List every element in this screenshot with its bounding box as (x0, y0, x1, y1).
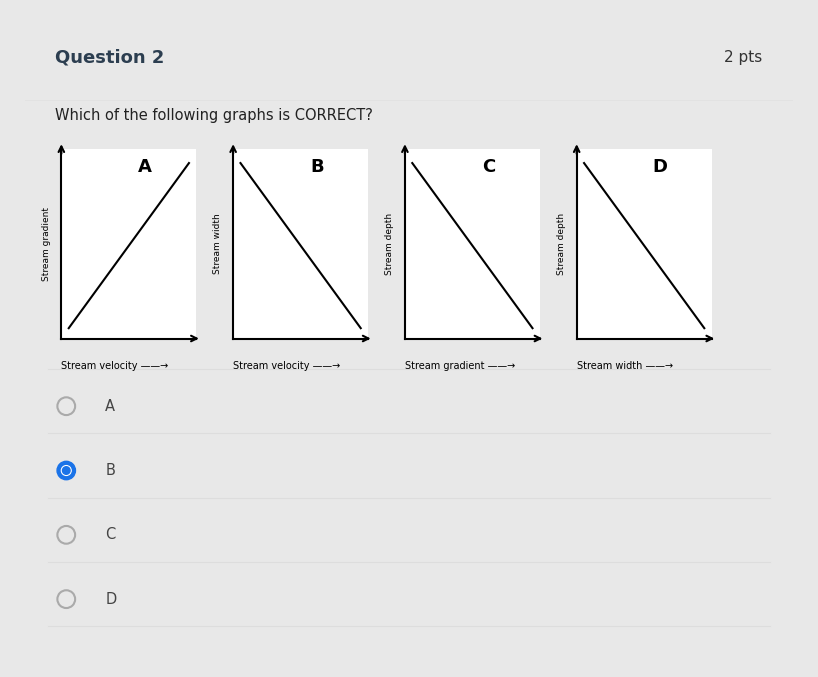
Text: Stream depth: Stream depth (385, 213, 394, 275)
Text: Stream gradient: Stream gradient (42, 206, 51, 281)
Text: 2 pts: 2 pts (725, 50, 762, 65)
Text: Stream depth: Stream depth (557, 213, 566, 275)
Text: Stream gradient ——→: Stream gradient ——→ (405, 362, 515, 371)
Text: Stream width: Stream width (213, 213, 222, 274)
Circle shape (61, 466, 71, 475)
Text: B: B (310, 158, 324, 177)
Text: B: B (106, 463, 115, 478)
Text: C: C (482, 158, 495, 177)
Text: A: A (106, 399, 115, 414)
Text: A: A (138, 158, 152, 177)
Text: Stream velocity ——→: Stream velocity ——→ (61, 362, 169, 371)
Text: Which of the following graphs is CORRECT?: Which of the following graphs is CORRECT… (56, 108, 373, 123)
Circle shape (57, 461, 75, 480)
Circle shape (62, 466, 70, 475)
Text: D: D (106, 592, 116, 607)
Text: Stream width ——→: Stream width ——→ (577, 362, 673, 371)
Text: C: C (106, 527, 115, 542)
Text: Stream velocity ——→: Stream velocity ——→ (233, 362, 340, 371)
Text: Question 2: Question 2 (56, 49, 164, 66)
Text: D: D (653, 158, 667, 177)
